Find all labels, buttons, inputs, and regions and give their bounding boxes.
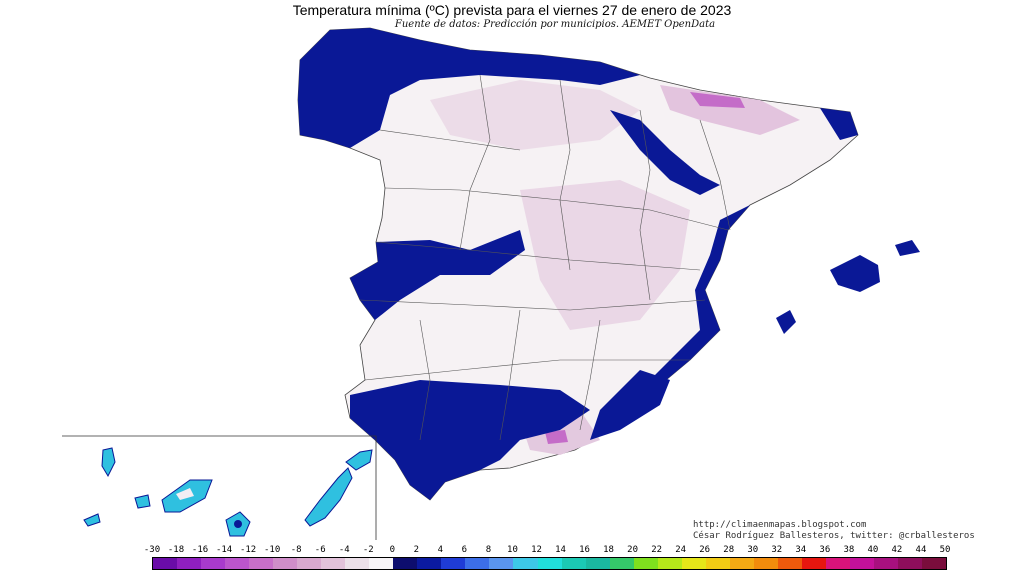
legend-swatch — [801, 558, 826, 569]
legend-swatch — [345, 558, 370, 569]
legend-tick-label: 12 — [531, 545, 542, 555]
credits-url[interactable]: http://climaenmapas.blogspot.com — [693, 520, 867, 530]
legend-tick-label: -30 — [143, 545, 161, 555]
legend-swatch — [729, 558, 754, 569]
legend-tick-label: 24 — [675, 545, 687, 555]
legend-swatch — [561, 558, 586, 569]
legend-swatch — [369, 558, 394, 569]
legend-tick-label: -2 — [362, 545, 374, 555]
legend-swatch — [297, 558, 322, 569]
legend-tick-label: 34 — [795, 545, 807, 555]
legend-tick-label: 38 — [843, 545, 855, 555]
legend-tick-label: 42 — [891, 545, 903, 555]
cold-galicia — [298, 28, 640, 148]
legend-swatch — [609, 558, 634, 569]
legend-swatch — [153, 558, 178, 569]
legend-swatch — [225, 558, 250, 569]
credits: http://climaenmapas.blogspot.com César R… — [693, 520, 975, 542]
legend-tick-label: 18 — [603, 545, 614, 555]
lilac-north — [430, 80, 640, 150]
legend-tick-label: 4 — [437, 545, 444, 555]
cold-andalusia — [350, 380, 590, 500]
province-borders — [359, 74, 731, 441]
legend-swatch — [897, 558, 922, 569]
magenta-sierra-nevada — [545, 430, 568, 444]
cold-ebro — [610, 110, 720, 195]
legend-swatch — [177, 558, 202, 569]
legend-tick-label: -14 — [215, 545, 233, 555]
legend-swatch — [417, 558, 442, 569]
legend-swatch — [273, 558, 298, 569]
canary-lanzarote — [345, 449, 373, 471]
cold-portugal-border — [350, 230, 525, 320]
page-subtitle: Fuente de datos: Predicción por municipi… — [394, 19, 716, 30]
legend-swatch — [321, 558, 346, 569]
legend-swatch — [513, 558, 538, 569]
canary-inset-frame — [62, 435, 377, 540]
canary-gran-canaria-summit — [234, 520, 242, 528]
legend-swatch — [705, 558, 730, 569]
legend-swatch — [657, 558, 682, 569]
legend-tick-label: 8 — [485, 545, 492, 555]
legend-tick-label: 28 — [723, 545, 735, 555]
legend-tick-label: 16 — [579, 545, 590, 555]
legend-tick-label: -8 — [290, 545, 302, 555]
legend-tick-label: 50 — [939, 545, 951, 555]
cold-north-coast — [820, 108, 858, 140]
legend-tick-label: 14 — [555, 545, 566, 555]
canary-fuerteventura — [304, 467, 353, 527]
legend-tick-label: 0 — [389, 545, 395, 555]
legend-tick-label: 40 — [867, 545, 879, 555]
legend-colorbar — [152, 557, 947, 570]
legend-tick-label: -6 — [314, 545, 326, 555]
credits-author: César Rodríguez Ballesteros, twitter: @c… — [693, 531, 975, 541]
legend-swatch — [585, 558, 610, 569]
legend-tick-label: 6 — [461, 545, 468, 555]
canary-la-palma — [101, 447, 116, 478]
legend-tick-label: -18 — [167, 545, 185, 555]
legend-tick-label: 26 — [699, 545, 711, 555]
legend-tick-label: 30 — [747, 545, 759, 555]
cold-east-coast — [625, 205, 750, 410]
legend-swatch — [201, 558, 226, 569]
legend-tick-label: 2 — [413, 545, 420, 555]
cold-southeast — [590, 370, 670, 440]
legend-tick-label: 44 — [915, 545, 927, 555]
legend-swatch — [753, 558, 778, 569]
legend-tick-label: -10 — [264, 545, 281, 555]
legend-swatch — [681, 558, 706, 569]
legend-swatch — [849, 558, 874, 569]
legend-tick-label: 10 — [507, 545, 518, 555]
magenta-pyrenees — [690, 92, 745, 108]
legend-swatch — [537, 558, 562, 569]
legend-swatch — [489, 558, 514, 569]
legend-swatch — [465, 558, 490, 569]
canary-la-gomera — [134, 494, 151, 509]
legend-swatch — [441, 558, 466, 569]
legend-tick-label: 32 — [771, 545, 783, 555]
legend-swatch — [393, 558, 418, 569]
legend-swatch — [249, 558, 274, 569]
island-mallorca — [830, 255, 880, 292]
legend-swatch — [633, 558, 658, 569]
legend-tick-label: -12 — [239, 545, 257, 555]
page-title: Temperatura mínima (ºC) prevista para el… — [292, 2, 732, 18]
legend-tick-label: -16 — [191, 545, 209, 555]
legend-swatch — [777, 558, 802, 569]
legend-tick-label: -4 — [338, 545, 350, 555]
temperature-map — [62, 27, 920, 540]
legend-tick-label: 20 — [627, 545, 639, 555]
legend-tick-label: 22 — [651, 545, 663, 555]
legend-swatch — [825, 558, 850, 569]
canary-el-hierro — [83, 513, 101, 527]
legend-labels: -30 -18 -16 -14 -12 -10 -8 -6 -4 -2 0 2 4 6 8 10 12 14 16 1… — [0, 545, 1024, 557]
legend-swatch — [922, 558, 947, 569]
island-menorca — [895, 240, 920, 256]
canary-teide — [176, 488, 194, 500]
island-ibiza — [776, 310, 796, 334]
legend-tick-label: 36 — [819, 545, 831, 555]
legend-swatch — [873, 558, 898, 569]
